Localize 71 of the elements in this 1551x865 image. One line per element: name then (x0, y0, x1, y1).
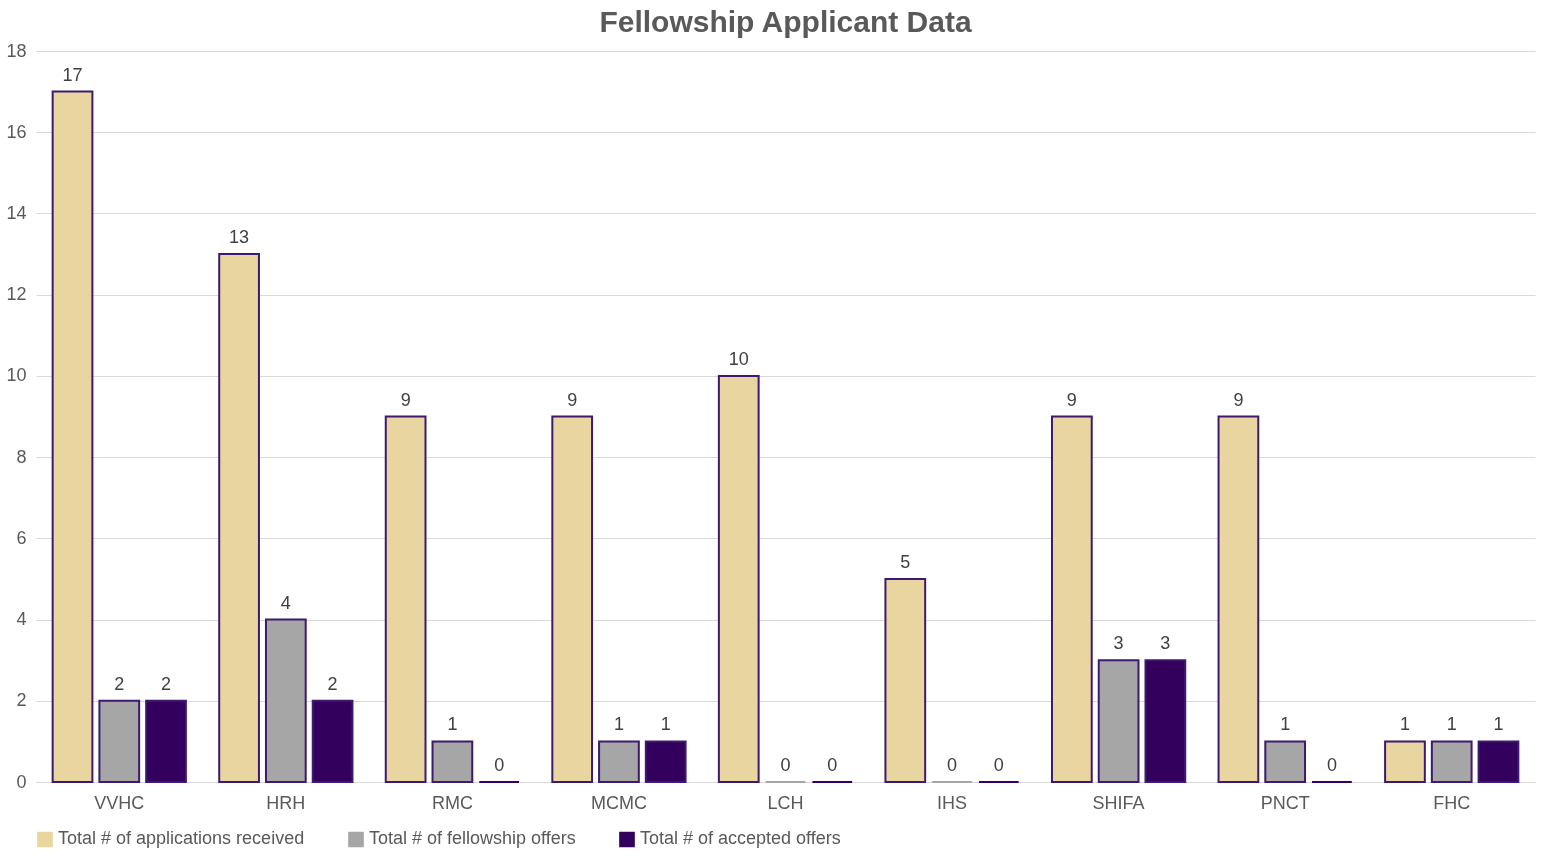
data-label: 2 (327, 673, 338, 694)
x-tick-label: VVHC (94, 792, 145, 813)
chart-title: Fellowship Applicant Data (599, 5, 972, 38)
y-tick-label: 6 (16, 527, 27, 548)
data-label: 3 (1113, 633, 1124, 654)
x-tick-label: LCH (767, 792, 804, 813)
y-tick-label: 2 (16, 690, 27, 711)
data-label: 4 (280, 592, 291, 613)
bar (1217, 415, 1260, 783)
data-label: 1 (660, 714, 671, 735)
legend-label: Total # of fellowship offers (369, 828, 576, 849)
data-label: 0 (494, 755, 505, 775)
bar (384, 415, 427, 783)
data-label: 3 (1160, 633, 1171, 654)
legend-label: Total # of applications received (58, 828, 305, 849)
data-label: 1 (613, 714, 624, 735)
bar (1050, 415, 1093, 783)
legend-label: Total # of accepted offers (640, 828, 841, 849)
y-tick-label: 4 (16, 609, 27, 630)
data-label: 9 (1233, 389, 1244, 410)
bar (264, 618, 307, 783)
bar (1097, 659, 1140, 783)
bar (1264, 740, 1307, 783)
x-tick-label: SHIFA (1092, 792, 1145, 813)
bar (1384, 740, 1426, 783)
data-label: 1 (447, 714, 458, 735)
bar (311, 699, 354, 783)
data-label: 5 (900, 551, 911, 572)
bar (145, 699, 187, 783)
data-label: 0 (827, 755, 838, 775)
data-label: 9 (1066, 389, 1077, 410)
x-tick-label: HRH (266, 792, 306, 813)
y-tick-label: 8 (16, 446, 27, 467)
data-label: 10 (728, 348, 749, 369)
bar (644, 740, 687, 783)
data-label: 0 (993, 755, 1004, 775)
data-label: 9 (400, 389, 411, 410)
bar (551, 415, 594, 783)
bar (1477, 740, 1520, 783)
y-tick-label: 16 (6, 121, 27, 142)
bar (884, 577, 927, 783)
data-label: 0 (947, 755, 958, 775)
data-label: 1 (1280, 714, 1291, 735)
y-tick-label: 12 (6, 284, 27, 305)
y-tick-label: 10 (6, 365, 27, 386)
data-label: 1 (1399, 714, 1410, 735)
x-tick-label: PNCT (1260, 792, 1310, 813)
data-label: 0 (1326, 755, 1337, 775)
x-tick-label: FHC (1433, 792, 1471, 813)
bar (598, 740, 640, 783)
data-label: 17 (62, 64, 83, 85)
bar (51, 90, 94, 783)
bar (431, 740, 474, 783)
data-label: 1 (1446, 714, 1457, 735)
y-tick-label: 18 (6, 40, 27, 61)
data-label: 1 (1493, 714, 1504, 735)
bar (717, 374, 760, 783)
data-label: 0 (780, 755, 791, 775)
x-tick-label: IHS (937, 792, 968, 813)
data-label: 2 (161, 673, 172, 694)
data-label: 9 (567, 389, 578, 410)
bar (1144, 659, 1187, 783)
bar (218, 253, 260, 783)
y-tick-label: 0 (16, 771, 27, 792)
data-label: 13 (229, 227, 250, 248)
x-tick-label: RMC (431, 792, 473, 813)
x-tick-label: MCMC (590, 792, 647, 813)
bar (98, 699, 141, 783)
y-tick-label: 14 (6, 202, 27, 223)
data-label: 2 (114, 673, 125, 694)
bar (1430, 740, 1473, 783)
